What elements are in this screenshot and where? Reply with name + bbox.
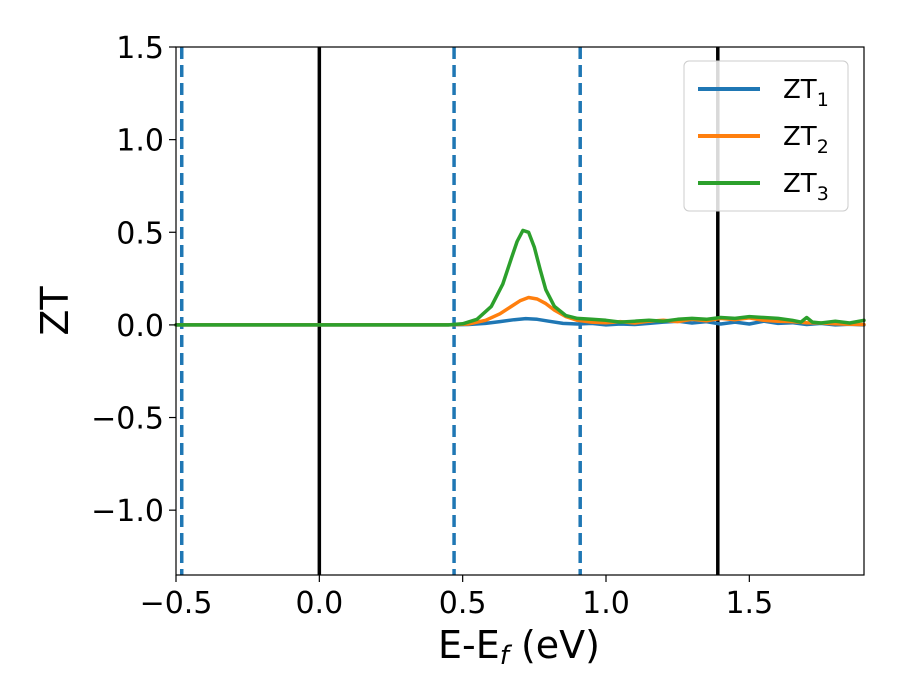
legend-label-zt3: ZT3 <box>783 169 829 205</box>
x-axis-ticks: −0.5 0.0 0.5 1.0 1.5 <box>140 575 773 621</box>
legend: ZT1 ZT2 ZT3 <box>683 60 849 212</box>
series-line-zt3 <box>174 228 866 327</box>
y-axis-label: ZT <box>33 286 77 336</box>
y-tick-label: 1.0 <box>116 124 164 159</box>
x-tick-label: 0.0 <box>295 586 343 621</box>
legend-label-zt1: ZT1 <box>783 75 829 111</box>
x-axis-label: E-Ef (eV) <box>438 623 600 671</box>
y-axis-ticks: −1.0 −0.5 0.0 0.5 1.0 1.5 <box>91 31 176 529</box>
legend-box <box>683 60 849 212</box>
y-tick-label: 0.0 <box>116 309 164 344</box>
axes-frame <box>175 46 865 576</box>
y-tick-label: 0.5 <box>116 216 164 251</box>
plot-area <box>174 47 866 575</box>
x-tick-label: 1.0 <box>582 586 630 621</box>
legend-label-zt2: ZT2 <box>783 122 829 158</box>
y-tick-label: 1.5 <box>116 31 164 66</box>
y-tick-label: −1.0 <box>91 494 164 529</box>
x-tick-label: 1.5 <box>725 586 773 621</box>
x-tick-label: −0.5 <box>140 586 213 621</box>
y-tick-label: −0.5 <box>91 402 164 437</box>
x-tick-label: 0.5 <box>439 586 487 621</box>
